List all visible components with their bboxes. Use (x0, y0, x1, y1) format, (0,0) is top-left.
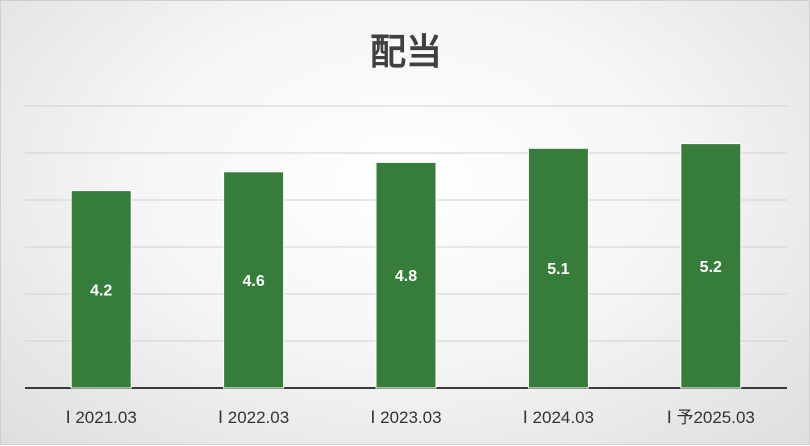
bar-2 (223, 171, 285, 389)
x-tick-label-5: Ⅰ 予2025.03 (667, 408, 755, 427)
data-label-3: 4.8 (395, 268, 417, 285)
x-tick-label-3: Ⅰ 2023.03 (370, 408, 441, 427)
bar-3 (375, 161, 437, 389)
bar-1 (70, 190, 132, 389)
chart-title: 配当 (369, 32, 442, 73)
bar-5 (680, 143, 742, 389)
x-tick-label-2: Ⅰ 2022.03 (218, 408, 289, 427)
x-tick-label-1: Ⅰ 2021.03 (66, 408, 137, 427)
bar-4 (527, 147, 589, 389)
x-tick-label-4: Ⅰ 2024.03 (523, 408, 594, 427)
data-label-2: 4.6 (242, 273, 264, 290)
data-label-4: 5.1 (547, 261, 569, 278)
data-label-5: 5.2 (700, 259, 722, 276)
data-label-1: 4.2 (90, 282, 112, 299)
